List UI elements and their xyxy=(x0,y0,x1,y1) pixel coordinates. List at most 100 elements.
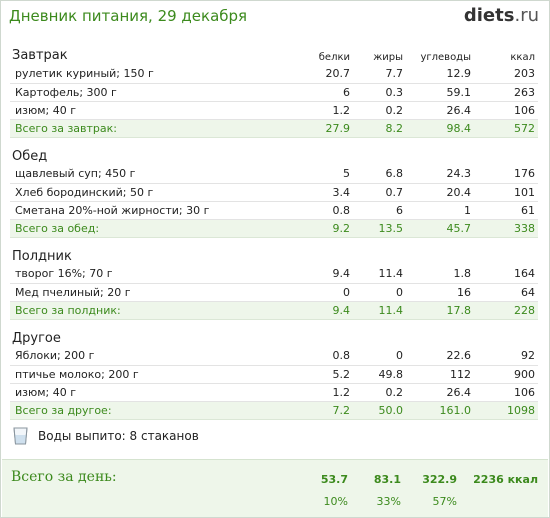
food-name: Сметана 20%-ной жирности; 30 г xyxy=(10,201,290,220)
food-fat: 0.7 xyxy=(352,183,405,202)
meal-title: Другое xyxy=(12,331,61,346)
meal-total-kcal: 1098 xyxy=(473,401,538,420)
food-carbs: 112 xyxy=(405,365,473,384)
meals-container: Завтрак белки жиры углеводы ккал рулетик кури… xyxy=(10,45,538,420)
food-name: рулетик куриный; 150 г xyxy=(10,65,290,84)
day-total-carbs-pct: 57% xyxy=(432,495,457,508)
meal-total-row: Всего за полдник: 9.4 11.4 17.8 228 xyxy=(10,301,538,320)
meal-title: Завтрак xyxy=(12,48,68,63)
meal-total-carbs: 161.0 xyxy=(405,401,473,420)
logo-tld: .ru xyxy=(514,5,539,26)
food-name: изюм; 40 г xyxy=(10,101,290,120)
meal-total-kcal: 228 xyxy=(473,301,538,320)
meal-total-protein: 27.9 xyxy=(290,119,352,138)
food-name: Яблоки; 200 г xyxy=(10,347,290,366)
meal-total-carbs: 17.8 xyxy=(405,301,473,320)
food-row[interactable]: щавлевый суп; 450 г 5 6.8 24.3 176 xyxy=(10,165,538,184)
food-kcal: 164 xyxy=(473,265,538,284)
food-name: птичье молоко; 200 г xyxy=(10,365,290,384)
food-protein: 5 xyxy=(290,165,352,184)
water-text: Воды выпито: 8 стаканов xyxy=(38,429,199,443)
food-carbs: 1.8 xyxy=(405,265,473,284)
meals-table: Завтрак белки жиры углеводы ккал рулетик кури… xyxy=(10,45,538,420)
food-kcal: 900 xyxy=(473,365,538,384)
food-carbs: 26.4 xyxy=(405,383,473,402)
food-protein: 9.4 xyxy=(290,265,352,284)
food-row[interactable]: рулетик куриный; 150 г 20.7 7.7 12.9 203 xyxy=(10,65,538,84)
food-kcal: 101 xyxy=(473,183,538,202)
food-fat: 0.2 xyxy=(352,383,405,402)
food-carbs: 20.4 xyxy=(405,183,473,202)
meal-total-row: Всего за обед: 9.2 13.5 45.7 338 xyxy=(10,219,538,238)
food-carbs: 16 xyxy=(405,283,473,302)
food-protein: 0 xyxy=(290,283,352,302)
food-fat: 0 xyxy=(352,347,405,366)
section-spacer xyxy=(10,319,538,327)
food-kcal: 176 xyxy=(473,165,538,184)
meal-total-label: Всего за обед: xyxy=(10,219,290,238)
food-kcal: 203 xyxy=(473,65,538,84)
food-fat: 49.8 xyxy=(352,365,405,384)
food-name: творог 16%; 70 г xyxy=(10,265,290,284)
food-name: Картофель; 300 г xyxy=(10,83,290,102)
food-fat: 0.3 xyxy=(352,83,405,102)
food-row[interactable]: птичье молоко; 200 г 5.2 49.8 112 900 xyxy=(10,365,538,384)
food-kcal: 106 xyxy=(473,383,538,402)
day-total-kcal: 2236 ккал xyxy=(473,473,538,486)
day-total-carbs: 322.9 xyxy=(422,473,457,486)
day-total-protein: 53.7 xyxy=(320,473,348,486)
day-total-label: Всего за день: xyxy=(11,469,117,485)
meal-total-fat: 11.4 xyxy=(352,301,405,320)
food-row[interactable]: Яблоки; 200 г 0.8 0 22.6 92 xyxy=(10,347,538,366)
food-carbs: 22.6 xyxy=(405,347,473,366)
column-header-fat: жиры xyxy=(373,52,403,63)
meal-total-fat: 13.5 xyxy=(352,219,405,238)
logo-text: diets xyxy=(463,5,515,26)
meal-title: Полдник xyxy=(12,249,72,264)
food-row[interactable]: Сметана 20%-ной жирности; 30 г 0.8 6 1 61 xyxy=(10,201,538,220)
food-row[interactable]: творог 16%; 70 г 9.4 11.4 1.8 164 xyxy=(10,265,538,284)
food-carbs: 24.3 xyxy=(405,165,473,184)
meal-total-kcal: 338 xyxy=(473,219,538,238)
food-kcal: 263 xyxy=(473,83,538,102)
meal-total-row: Всего за завтрак: 27.9 8.2 98.4 572 xyxy=(10,119,538,138)
food-row[interactable]: Мед пчелиный; 20 г 0 0 16 64 xyxy=(10,283,538,302)
food-row[interactable]: изюм; 40 г 1.2 0.2 26.4 106 xyxy=(10,383,538,402)
meal-total-label: Всего за завтрак: xyxy=(10,119,290,138)
food-protein: 0.8 xyxy=(290,201,352,220)
food-protein: 0.8 xyxy=(290,347,352,366)
food-fat: 6 xyxy=(352,201,405,220)
section-spacer xyxy=(10,237,538,245)
food-name: щавлевый суп; 450 г xyxy=(10,165,290,184)
meal-total-row: Всего за другое: 7.2 50.0 161.0 1098 xyxy=(10,401,538,420)
meal-header-row: Завтрак белки жиры углеводы ккал xyxy=(10,45,538,65)
meal-total-fat: 50.0 xyxy=(352,401,405,420)
meal-header-row: Полдник xyxy=(10,245,538,265)
food-fat: 0 xyxy=(352,283,405,302)
day-total: Всего за день: 53.7 83.1 322.9 2236 ккал… xyxy=(2,459,548,517)
food-protein: 20.7 xyxy=(290,65,352,84)
column-header-kcal: ккал xyxy=(510,52,535,63)
food-protein: 3.4 xyxy=(290,183,352,202)
page-title: Дневник питания, 29 декабря xyxy=(9,7,248,25)
food-fat: 11.4 xyxy=(352,265,405,284)
header: Дневник питания, 29 декабря diets.ru xyxy=(9,5,539,31)
site-logo[interactable]: diets.ru xyxy=(464,5,539,26)
food-carbs: 12.9 xyxy=(405,65,473,84)
food-protein: 6 xyxy=(290,83,352,102)
meal-title: Обед xyxy=(12,149,48,164)
food-row[interactable]: изюм; 40 г 1.2 0.2 26.4 106 xyxy=(10,101,538,120)
food-carbs: 1 xyxy=(405,201,473,220)
day-total-fat-pct: 33% xyxy=(376,495,401,508)
food-name: изюм; 40 г xyxy=(10,383,290,402)
food-name: Мед пчелиный; 20 г xyxy=(10,283,290,302)
food-row[interactable]: Хлеб бородинский; 50 г 3.4 0.7 20.4 101 xyxy=(10,183,538,202)
day-total-fat: 83.1 xyxy=(373,473,401,486)
column-header-carbs: углеводы xyxy=(420,52,471,63)
meal-total-kcal: 572 xyxy=(473,119,538,138)
food-row[interactable]: Картофель; 300 г 6 0.3 59.1 263 xyxy=(10,83,538,102)
food-fat: 6.8 xyxy=(352,165,405,184)
meal-total-protein: 7.2 xyxy=(290,401,352,420)
meal-total-label: Всего за полдник: xyxy=(10,301,290,320)
food-carbs: 59.1 xyxy=(405,83,473,102)
